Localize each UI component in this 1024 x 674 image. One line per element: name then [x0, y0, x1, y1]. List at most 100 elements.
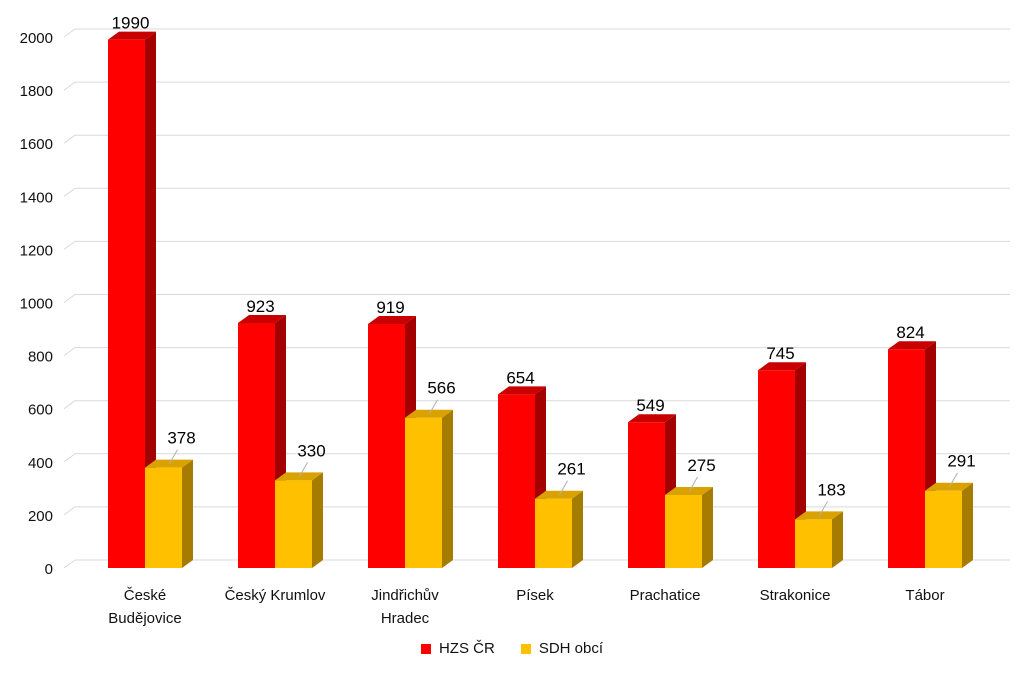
data-labels: 1990 378 923 330 919 566 654 261 549 275 745 183 824… — [112, 14, 976, 516]
gridline-depth — [63, 400, 76, 410]
bar-top — [925, 482, 973, 491]
data-label-leader — [429, 399, 438, 414]
x-tick-label: Český Krumlov — [225, 587, 326, 604]
bars — [108, 31, 973, 568]
bar-top — [275, 472, 323, 481]
x-tick-label: Tábor — [905, 587, 944, 604]
bar — [145, 467, 182, 568]
bar-top — [238, 314, 286, 323]
x-tick-label: Budějovice — [108, 610, 181, 627]
bar — [628, 422, 665, 568]
bar-top — [888, 341, 936, 350]
x-tick-label: České — [124, 587, 167, 604]
y-tick-label: 200 — [28, 508, 53, 525]
bar-top — [405, 409, 453, 418]
gridline-depth — [63, 134, 76, 144]
y-tick-label: 400 — [28, 455, 53, 472]
gridline-depth — [63, 559, 76, 569]
bar — [925, 490, 962, 568]
bar — [498, 394, 535, 568]
legend-swatch-hzs — [420, 643, 431, 654]
bar-top — [498, 386, 546, 395]
data-label: 549 — [636, 396, 664, 415]
legend: HZS ČR SDH obcí — [0, 640, 1024, 657]
data-label: 275 — [687, 456, 715, 475]
y-tick-label: 600 — [28, 402, 53, 419]
x-tick-label: Strakonice — [760, 587, 831, 604]
gridline-depth — [63, 28, 76, 38]
gridline-depth — [63, 240, 76, 250]
legend-label-hzs: HZS ČR — [438, 640, 495, 657]
bar-side — [145, 31, 156, 568]
bar — [535, 498, 572, 568]
data-label-leader — [949, 472, 958, 487]
x-axis-ticks: České Budějovice Český Krumlov Jindřichův Hr… — [108, 587, 944, 627]
data-label-leader — [689, 476, 698, 492]
bar-top — [795, 511, 843, 520]
bar-side — [312, 472, 323, 568]
data-label: 566 — [427, 379, 455, 398]
bar-top — [758, 362, 806, 371]
bar — [888, 349, 925, 568]
data-label: 1990 — [112, 14, 150, 33]
y-tick-label: 800 — [28, 349, 53, 366]
gridline-depth — [63, 81, 76, 91]
y-tick-label: 1000 — [20, 296, 53, 313]
bar — [368, 324, 405, 568]
data-label-leader — [299, 462, 308, 477]
legend-swatch-sdh — [520, 643, 531, 654]
bar — [795, 519, 832, 568]
bar-top — [628, 414, 676, 423]
gridline-depth — [63, 506, 76, 516]
bar — [238, 322, 275, 568]
bar — [108, 39, 145, 568]
gridline-depth — [63, 347, 76, 357]
x-tick-label: Písek — [516, 587, 554, 604]
data-label-leader — [559, 480, 568, 495]
y-tick-label: 1200 — [20, 242, 53, 259]
legend-item-sdh: SDH obcí — [520, 640, 604, 657]
x-tick-label: Prachatice — [630, 587, 701, 604]
bar-side — [182, 459, 193, 568]
bar-top — [665, 486, 713, 495]
bar-side — [702, 486, 713, 568]
gridline-depth — [63, 294, 76, 303]
y-tick-label: 0 — [45, 561, 53, 578]
data-label: 923 — [246, 297, 274, 316]
y-axis-ticks: 0 200 400 600 800 1000 1200 1400 1600 1800 2000 — [20, 30, 53, 578]
bar-side — [832, 511, 843, 568]
legend-item-hzs: HZS ČR — [420, 640, 495, 657]
bar-top — [145, 459, 193, 468]
data-label: 291 — [947, 452, 975, 471]
bar — [275, 480, 312, 568]
bar — [405, 417, 442, 568]
data-label: 919 — [376, 298, 404, 317]
bar-top — [368, 316, 416, 325]
data-label-leader — [169, 449, 178, 464]
data-label: 824 — [896, 323, 924, 342]
y-tick-label: 1400 — [20, 189, 53, 206]
bar-top — [535, 490, 583, 499]
data-label: 654 — [506, 368, 534, 387]
bar-side — [962, 482, 973, 568]
y-tick-label: 1800 — [20, 83, 53, 100]
data-label: 378 — [167, 429, 195, 448]
data-label: 183 — [817, 480, 845, 499]
x-tick-label: Hradec — [381, 610, 430, 627]
gridline-depth — [63, 187, 76, 197]
data-label: 330 — [297, 441, 325, 460]
bar — [758, 370, 795, 568]
legend-label-sdh: SDH obcí — [538, 640, 604, 657]
gridline-depth — [63, 453, 76, 463]
bar-side — [442, 409, 453, 568]
bar-top — [108, 31, 156, 40]
y-tick-label: 2000 — [20, 30, 53, 47]
data-label: 745 — [766, 344, 794, 363]
data-label: 261 — [557, 460, 585, 479]
data-label-leader — [819, 501, 828, 516]
bar — [665, 494, 702, 568]
bar-side — [572, 490, 583, 568]
x-tick-label: Jindřichův — [371, 587, 439, 604]
